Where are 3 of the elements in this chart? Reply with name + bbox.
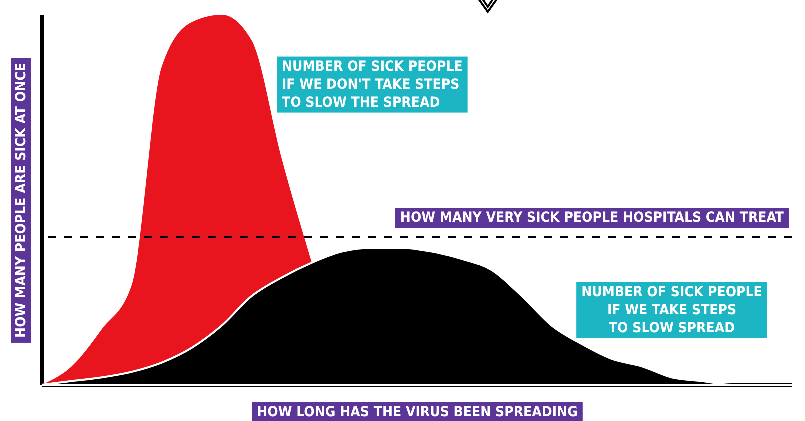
ref-line-label: HOW MANY VERY SICK PEOPLE HOSPITALS CAN TREAT [400, 210, 784, 226]
x-axis-title: HOW LONG HAS THE VIRUS BEEN SPREADING [257, 404, 578, 420]
y-axis-title: HOW MANY PEOPLE ARE SICK AT ONCE [14, 63, 30, 338]
